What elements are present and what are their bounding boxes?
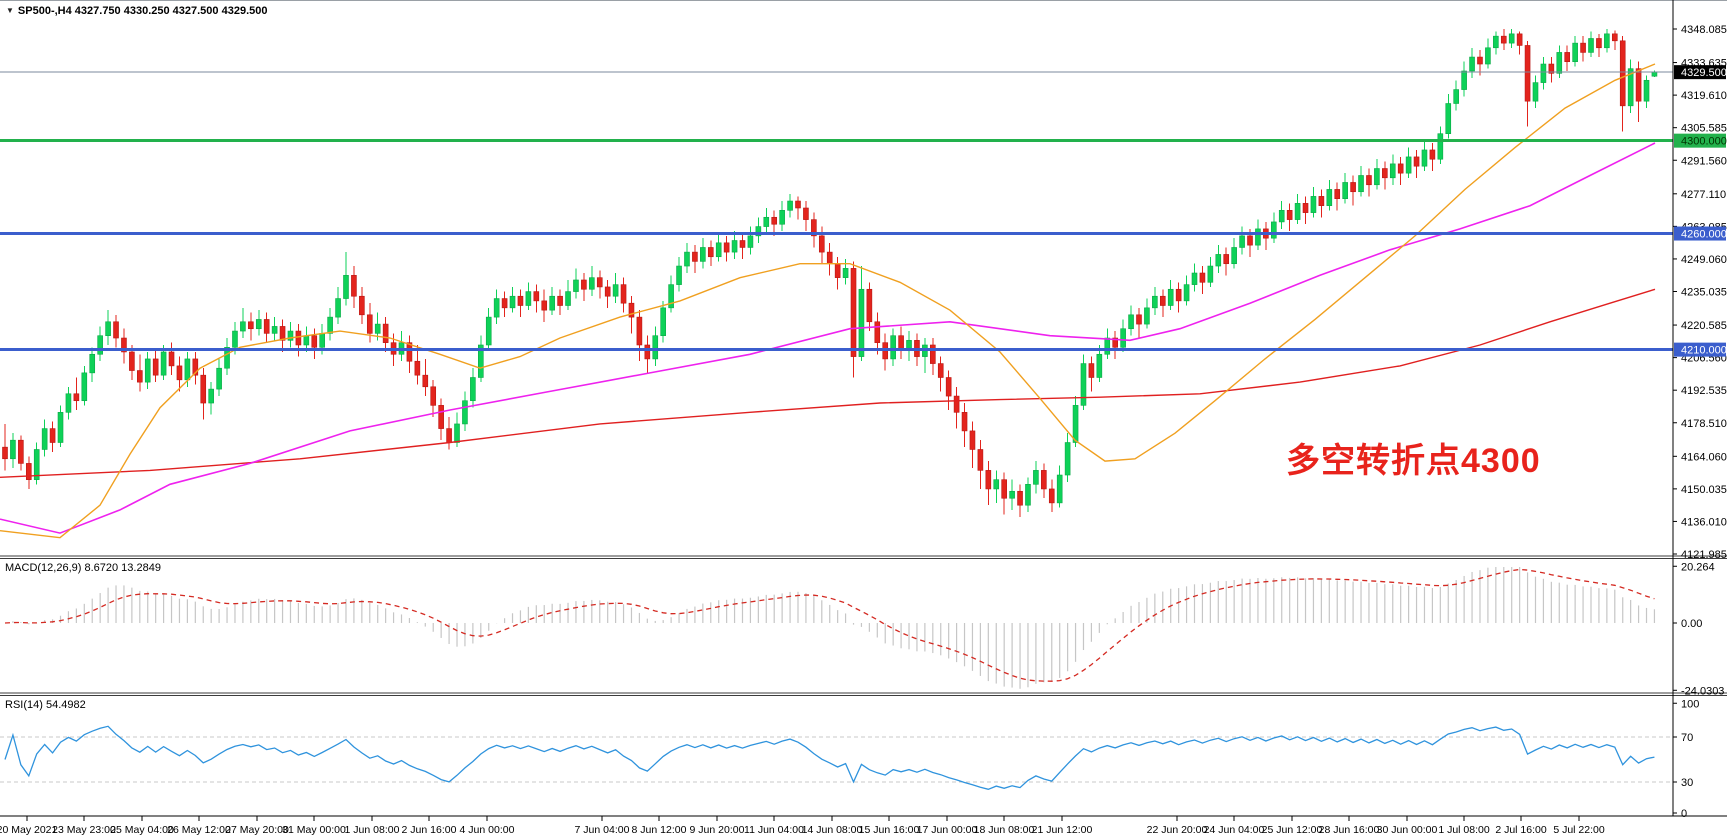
rsi-indicator-label: RSI(14) 54.4982 xyxy=(5,699,86,711)
svg-text:23 May 23:00: 23 May 23:00 xyxy=(52,824,116,836)
svg-text:25 Jun 12:00: 25 Jun 12:00 xyxy=(1262,824,1323,836)
price-tag: 4329.500 xyxy=(1674,65,1727,80)
horizontal-line-objects[interactable] xyxy=(0,71,1673,352)
svg-text:27 May 20:00: 27 May 20:00 xyxy=(225,824,289,836)
symbol-ohlc-text: SP500-,H4 4327.750 4330.250 4327.500 432… xyxy=(17,5,268,17)
svg-text:0.00: 0.00 xyxy=(1681,618,1702,630)
symbol-ohlc-header: ▼ SP500-,H4 4327.750 4330.250 4327.500 43… xyxy=(6,5,267,17)
svg-text:14 Jun 08:00: 14 Jun 08:00 xyxy=(802,824,863,836)
svg-text:21 Jun 12:00: 21 Jun 12:00 xyxy=(1032,824,1093,836)
svg-text:26 May 12:00: 26 May 12:00 xyxy=(167,824,231,836)
price-tag: 4260.000 xyxy=(1674,226,1727,241)
svg-text:0: 0 xyxy=(1681,808,1687,820)
svg-text:20.264: 20.264 xyxy=(1681,561,1715,573)
svg-text:9 Jun 20:00: 9 Jun 20:00 xyxy=(690,824,745,836)
svg-text:4 Jun 00:00: 4 Jun 00:00 xyxy=(460,824,515,836)
svg-text:4150.035: 4150.035 xyxy=(1681,484,1727,496)
svg-text:30: 30 xyxy=(1681,777,1693,789)
svg-text:4136.010: 4136.010 xyxy=(1681,516,1727,528)
svg-text:4319.610: 4319.610 xyxy=(1681,90,1727,102)
svg-text:70: 70 xyxy=(1681,732,1693,744)
svg-text:4178.510: 4178.510 xyxy=(1681,418,1727,430)
price-tag: 4300.000 xyxy=(1674,133,1727,148)
svg-text:4249.060: 4249.060 xyxy=(1681,254,1727,266)
svg-text:20 May 2021: 20 May 2021 xyxy=(0,824,58,836)
rsi-line xyxy=(4,725,1655,790)
svg-text:15 Jun 16:00: 15 Jun 16:00 xyxy=(859,824,920,836)
svg-text:4121.985: 4121.985 xyxy=(1681,549,1727,561)
svg-text:-24.0303: -24.0303 xyxy=(1681,685,1724,697)
macd-signal-line xyxy=(4,568,1655,682)
svg-text:100: 100 xyxy=(1681,698,1699,710)
slow-ma-line[interactable] xyxy=(0,288,1656,478)
svg-text:4164.060: 4164.060 xyxy=(1681,451,1727,463)
svg-text:4192.535: 4192.535 xyxy=(1681,385,1727,397)
svg-text:7 Jun 04:00: 7 Jun 04:00 xyxy=(575,824,630,836)
svg-text:4291.560: 4291.560 xyxy=(1681,155,1727,167)
svg-text:2 Jul 16:00: 2 Jul 16:00 xyxy=(1495,824,1547,836)
macd-panel[interactable]: 20.264 0.00 -24.0303 xyxy=(4,561,1724,697)
macd-indicator-label: MACD(12,26,9) 8.6720 13.2849 xyxy=(5,562,161,574)
svg-text:4210.000: 4210.000 xyxy=(1681,345,1727,357)
mid-ma-line[interactable] xyxy=(0,142,1656,534)
svg-text:4329.500: 4329.500 xyxy=(1681,67,1727,79)
svg-text:2 Jun 16:00: 2 Jun 16:00 xyxy=(402,824,457,836)
svg-text:8 Jun 12:00: 8 Jun 12:00 xyxy=(632,824,687,836)
svg-text:4277.110: 4277.110 xyxy=(1681,189,1726,201)
svg-text:17 Jun 00:00: 17 Jun 00:00 xyxy=(917,824,978,836)
svg-text:5 Jul 22:00: 5 Jul 22:00 xyxy=(1553,824,1605,836)
rsi-panel[interactable]: 100 70 30 0 xyxy=(0,698,1699,820)
svg-text:1 Jul 08:00: 1 Jul 08:00 xyxy=(1438,824,1490,836)
svg-text:18 Jun 08:00: 18 Jun 08:00 xyxy=(974,824,1035,836)
chevron-down-icon[interactable]: ▼ xyxy=(6,6,14,15)
svg-text:22 Jun 20:00: 22 Jun 20:00 xyxy=(1147,824,1208,836)
svg-text:31 May 00:00: 31 May 00:00 xyxy=(282,824,346,836)
svg-text:28 Jun 16:00: 28 Jun 16:00 xyxy=(1319,824,1380,836)
svg-text:4300.000: 4300.000 xyxy=(1681,136,1727,148)
svg-text:30 Jun 00:00: 30 Jun 00:00 xyxy=(1377,824,1438,836)
svg-text:1 Jun 08:00: 1 Jun 08:00 xyxy=(345,824,400,836)
svg-text:25 May 04:00: 25 May 04:00 xyxy=(110,824,174,836)
fast-ma-line[interactable] xyxy=(0,63,1656,539)
candlestick-series xyxy=(2,28,1658,517)
svg-text:24 Jun 04:00: 24 Jun 04:00 xyxy=(1204,824,1265,836)
svg-text:4305.585: 4305.585 xyxy=(1681,123,1727,135)
svg-text:4235.035: 4235.035 xyxy=(1681,287,1727,299)
chart-annotation-text[interactable]: 多空转折点4300 xyxy=(1286,442,1541,480)
price-tag: 4210.000 xyxy=(1674,342,1727,357)
svg-text:4260.000: 4260.000 xyxy=(1681,229,1727,241)
svg-text:11 Jun 04:00: 11 Jun 04:00 xyxy=(744,824,804,836)
svg-text:4348.085: 4348.085 xyxy=(1681,24,1727,36)
svg-text:4220.585: 4220.585 xyxy=(1681,320,1727,332)
